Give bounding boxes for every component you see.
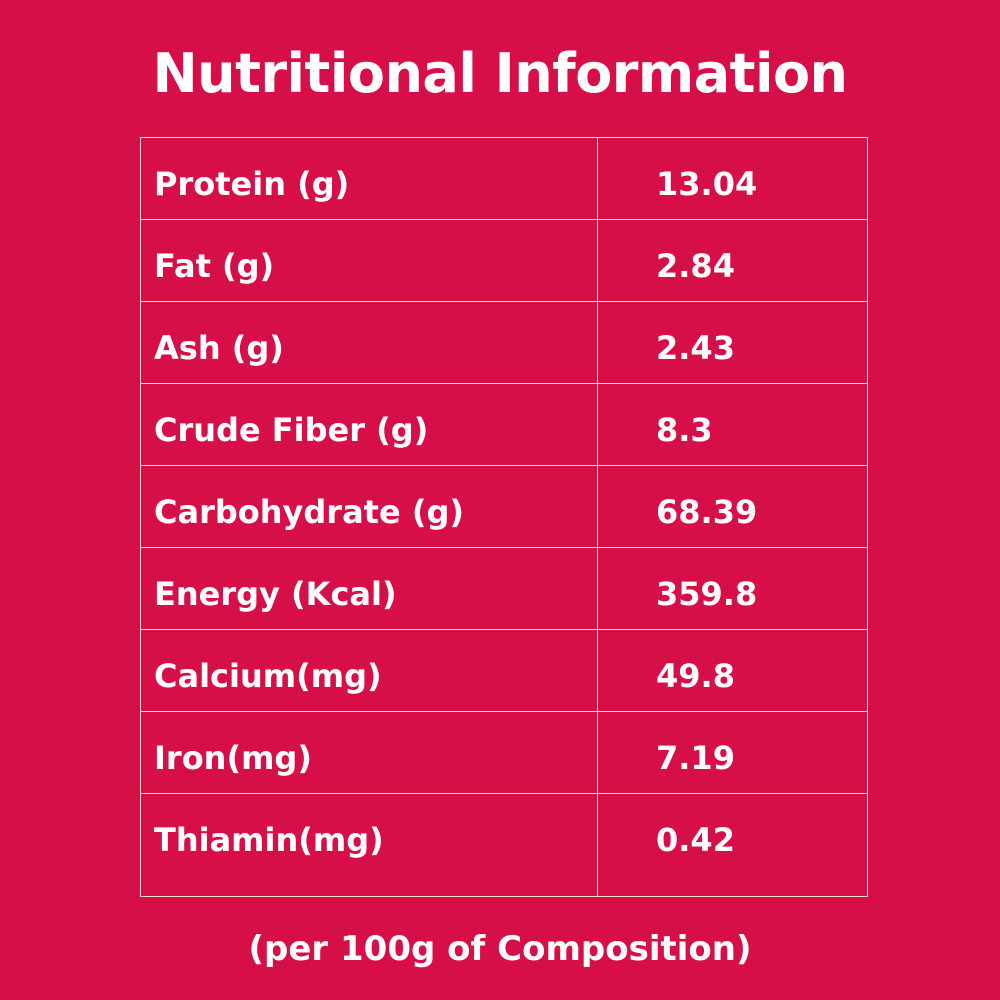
nutrient-value-cell: 359.8 <box>597 547 868 630</box>
table-row: Carbohydrate (g) 68.39 <box>140 465 868 548</box>
table-row: Crude Fiber (g) 8.3 <box>140 383 868 466</box>
nutrient-label: Crude Fiber (g) <box>154 411 429 449</box>
nutrient-label-cell: Carbohydrate (g) <box>140 465 598 548</box>
nutrient-value: 2.43 <box>656 329 735 367</box>
nutrient-value: 8.3 <box>656 411 713 449</box>
table-row: Iron(mg) 7.19 <box>140 711 868 794</box>
nutrient-label-cell: Energy (Kcal) <box>140 547 598 630</box>
nutrient-label: Energy (Kcal) <box>154 575 397 613</box>
nutrient-value-cell: 2.84 <box>597 219 868 302</box>
nutrient-value-cell: 49.8 <box>597 629 868 712</box>
nutrient-value: 359.8 <box>656 575 758 613</box>
nutrient-value-cell: 68.39 <box>597 465 868 548</box>
nutrient-label: Fat (g) <box>154 247 275 285</box>
nutrient-label: Carbohydrate (g) <box>154 493 464 531</box>
page-title: Nutritional Information <box>152 42 848 105</box>
nutrient-label: Iron(mg) <box>154 739 312 777</box>
table-row: Thiamin(mg) 0.42 <box>140 793 868 897</box>
nutrient-value-cell: 0.42 <box>597 793 868 897</box>
nutrient-label: Ash (g) <box>154 329 284 367</box>
nutrient-value: 68.39 <box>656 493 758 531</box>
nutrient-value-cell: 2.43 <box>597 301 868 384</box>
nutrient-value: 13.04 <box>656 165 758 203</box>
table-row: Protein (g) 13.04 <box>140 137 868 220</box>
table-row: Fat (g) 2.84 <box>140 219 868 302</box>
nutrient-value-cell: 7.19 <box>597 711 868 794</box>
nutrient-value: 7.19 <box>656 739 735 777</box>
nutrient-value: 49.8 <box>656 657 735 695</box>
nutrient-label: Thiamin(mg) <box>154 821 384 859</box>
footnote: (per 100g of Composition) <box>248 929 752 969</box>
table-row: Energy (Kcal) 359.8 <box>140 547 868 630</box>
table-row: Calcium(mg) 49.8 <box>140 629 868 712</box>
nutrient-label: Calcium(mg) <box>154 657 382 695</box>
nutrient-value-cell: 13.04 <box>597 137 868 220</box>
nutrient-label-cell: Crude Fiber (g) <box>140 383 598 466</box>
nutrient-label: Protein (g) <box>154 165 350 203</box>
nutrient-label-cell: Protein (g) <box>140 137 598 220</box>
nutrition-table: Protein (g) 13.04 Fat (g) 2.84 Ash (g) 2… <box>140 137 868 897</box>
nutrient-label-cell: Calcium(mg) <box>140 629 598 712</box>
nutrient-label-cell: Ash (g) <box>140 301 598 384</box>
nutrient-value-cell: 8.3 <box>597 383 868 466</box>
nutrient-label-cell: Fat (g) <box>140 219 598 302</box>
nutrient-label-cell: Iron(mg) <box>140 711 598 794</box>
nutrient-value: 2.84 <box>656 247 735 285</box>
nutrient-value: 0.42 <box>656 821 735 859</box>
table-row: Ash (g) 2.43 <box>140 301 868 384</box>
nutrient-label-cell: Thiamin(mg) <box>140 793 598 897</box>
